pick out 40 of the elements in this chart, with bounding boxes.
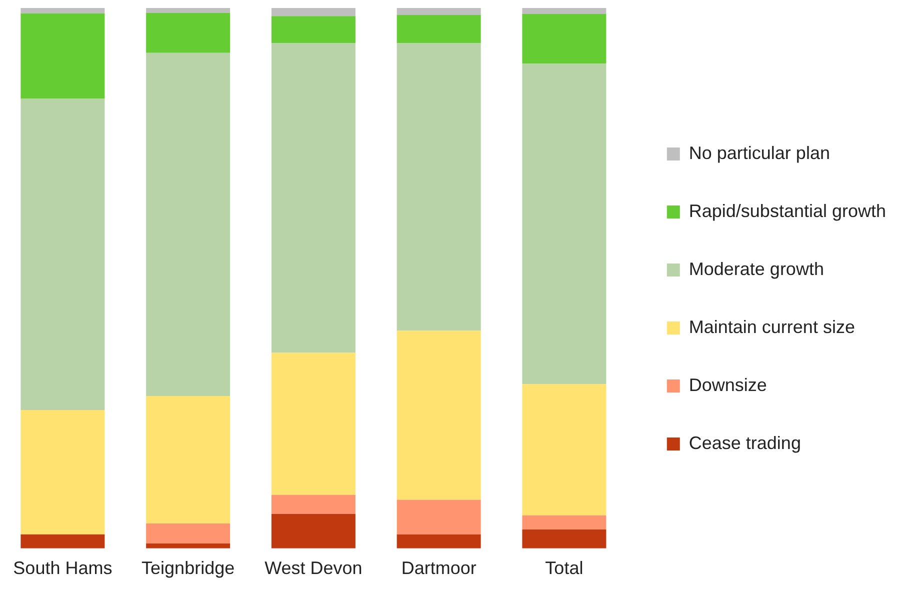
bar bbox=[271, 514, 356, 548]
bar bbox=[396, 43, 481, 331]
x-tick-label: Total bbox=[545, 558, 584, 578]
bar bbox=[271, 43, 356, 353]
x-tick-label: Teignbridge bbox=[142, 558, 235, 578]
bar bbox=[146, 524, 230, 544]
bar bbox=[522, 8, 606, 14]
bar bbox=[522, 529, 606, 548]
legend-label: Rapid/substantial growth bbox=[688, 200, 886, 221]
bar bbox=[396, 15, 481, 44]
x-tick-label: West Devon bbox=[264, 558, 362, 578]
bar bbox=[20, 410, 105, 534]
bar bbox=[146, 396, 230, 524]
bar bbox=[271, 16, 356, 44]
bar bbox=[396, 8, 481, 16]
legend-label: No particular plan bbox=[688, 142, 830, 163]
bar bbox=[146, 8, 230, 13]
bar bbox=[20, 13, 105, 99]
bar bbox=[396, 534, 481, 548]
legend-label: Cease trading bbox=[688, 432, 801, 453]
legend-label: Moderate growth bbox=[688, 258, 824, 279]
x-tick-label: South Hams bbox=[13, 558, 112, 578]
bar bbox=[271, 494, 356, 514]
bar bbox=[271, 352, 356, 495]
bar bbox=[146, 544, 230, 548]
x-tick-label: Dartmoor bbox=[401, 558, 476, 578]
bar bbox=[20, 8, 105, 14]
legend-label: Maintain current size bbox=[688, 316, 855, 337]
bar bbox=[522, 384, 606, 516]
bar bbox=[396, 330, 481, 500]
bar bbox=[271, 8, 356, 16]
bar bbox=[522, 14, 606, 64]
bar bbox=[396, 500, 481, 534]
legend-label: Downsize bbox=[688, 374, 767, 395]
bar bbox=[522, 64, 606, 384]
bar bbox=[522, 515, 606, 530]
bar bbox=[20, 534, 105, 548]
bar bbox=[146, 12, 230, 53]
bar bbox=[20, 98, 105, 410]
bar bbox=[146, 52, 230, 396]
